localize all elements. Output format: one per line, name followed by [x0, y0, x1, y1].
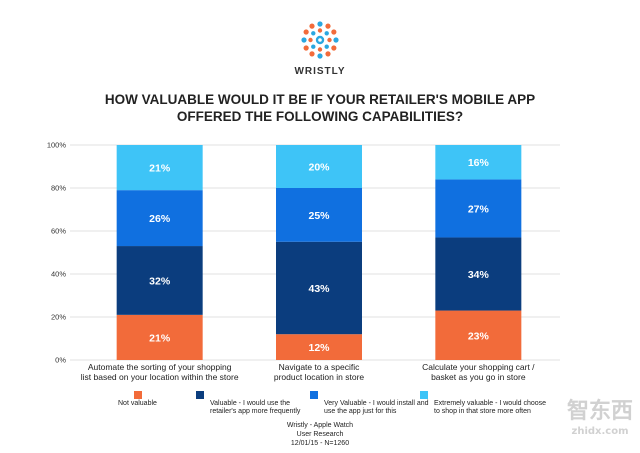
bar-data-label: 21%: [149, 163, 171, 175]
logo-text: WRISTLY: [294, 66, 345, 77]
bar-segment: [116, 145, 203, 191]
logo-dot: [301, 37, 307, 43]
legend-label: Very Valuable - I would install and: [324, 400, 429, 407]
y-tick-label: 40%: [51, 270, 66, 279]
legend-label: Valuable - I would use the: [210, 400, 290, 407]
logo-dots-icon: [301, 21, 339, 59]
logo-dot: [333, 37, 339, 43]
footnote-line-1: Wristly - Apple Watch: [287, 422, 353, 429]
legend-label: Extremely valuable - I would choose: [434, 400, 546, 407]
logo-dot: [317, 28, 323, 33]
category-label: basket as you go in store: [431, 372, 526, 382]
bar-segment: [116, 246, 203, 315]
logo-dot: [309, 23, 315, 29]
bar-data-label: 32%: [149, 275, 171, 287]
logo-dot: [311, 44, 316, 49]
bar-segment: [435, 179, 522, 238]
category-label: Automate the sorting of your shopping: [88, 362, 232, 372]
bar-segment: [116, 190, 203, 247]
bar-segment: [276, 188, 362, 242]
bar-data-label: 34%: [468, 269, 490, 281]
legend-label: to shop in that store more often: [434, 408, 531, 415]
logo-dot: [303, 45, 309, 51]
y-axis-ticks: 0% 20% 40% 60% 80% 100%: [47, 141, 67, 365]
category-label: Calculate your shopping cart /: [422, 362, 535, 372]
logo-dot: [331, 45, 337, 51]
legend-swatch: [134, 391, 142, 399]
legend-label: retailer's app more frequently: [210, 408, 301, 415]
category-label: product location in store: [274, 372, 365, 382]
bar-segment: [276, 145, 362, 188]
logo-dot: [308, 37, 313, 43]
watermark-domain: zhidx.com: [572, 426, 629, 437]
legend-swatch: [196, 391, 204, 399]
y-tick-label: 100%: [47, 141, 67, 150]
category-labels: Automate the sorting of your shoppinglis…: [81, 362, 535, 382]
bar-segment: [116, 314, 203, 360]
logo-dot: [311, 31, 316, 36]
logo-dot: [331, 29, 337, 35]
bar-data-label: 23%: [468, 330, 490, 342]
footnote-line-2: User Research: [297, 431, 344, 438]
legend-label: use the app just for this: [324, 408, 397, 415]
bar-segment: [435, 310, 522, 360]
bar-data-label: 20%: [308, 162, 330, 174]
bar-data-label: 21%: [149, 332, 171, 344]
wristly-logo: WRISTLY: [294, 21, 345, 77]
footnote-line-3: 12/01/15 - N=1260: [291, 440, 349, 447]
bar-segment: [435, 237, 522, 311]
category-label: list based on your location within the s…: [81, 372, 239, 382]
bar-segment: [276, 241, 362, 335]
bar-data-label: 16%: [468, 157, 490, 169]
logo-dot: [325, 51, 331, 57]
bar-data-label: 12%: [308, 342, 330, 354]
logo-dot: [327, 37, 332, 43]
watermark-cn: 智东西: [567, 398, 633, 424]
category-label: Navigate to a specific: [279, 362, 361, 372]
legend-label: Not valuable: [118, 400, 157, 407]
logo-center-pupil: [318, 38, 322, 42]
bar-data-label: 26%: [149, 213, 171, 225]
bar-segment: [435, 145, 522, 180]
bar-data-label: 43%: [308, 283, 330, 295]
chart-title-line-2: OFFERED THE FOLLOWING CAPABILITIES?: [177, 109, 463, 124]
legend-swatch: [420, 391, 428, 399]
logo-dot: [309, 51, 315, 57]
logo-dot: [325, 23, 331, 29]
logo-dot: [303, 29, 309, 35]
y-tick-label: 20%: [51, 313, 66, 322]
logo-dot: [324, 44, 329, 49]
logo-dot: [324, 31, 329, 36]
bars: 21% 32% 26% 21% 12% 43% 25% 20% 23% 34% 27% 16%: [116, 145, 522, 360]
y-tick-label: 80%: [51, 184, 66, 193]
bar-data-label: 25%: [308, 210, 330, 222]
chart-title-line-1: HOW VALUABLE WOULD IT BE IF YOUR RETAILE…: [105, 92, 535, 107]
legend: Not valuable Valuable - I would use there…: [118, 391, 546, 415]
bar-segment: [276, 334, 362, 360]
bar-data-label: 27%: [468, 203, 490, 215]
legend-swatch: [310, 391, 318, 399]
logo-dot: [317, 21, 323, 27]
y-tick-label: 60%: [51, 227, 66, 236]
logo-dot: [317, 53, 323, 59]
y-tick-label: 0%: [55, 356, 66, 365]
logo-dot: [317, 47, 323, 52]
